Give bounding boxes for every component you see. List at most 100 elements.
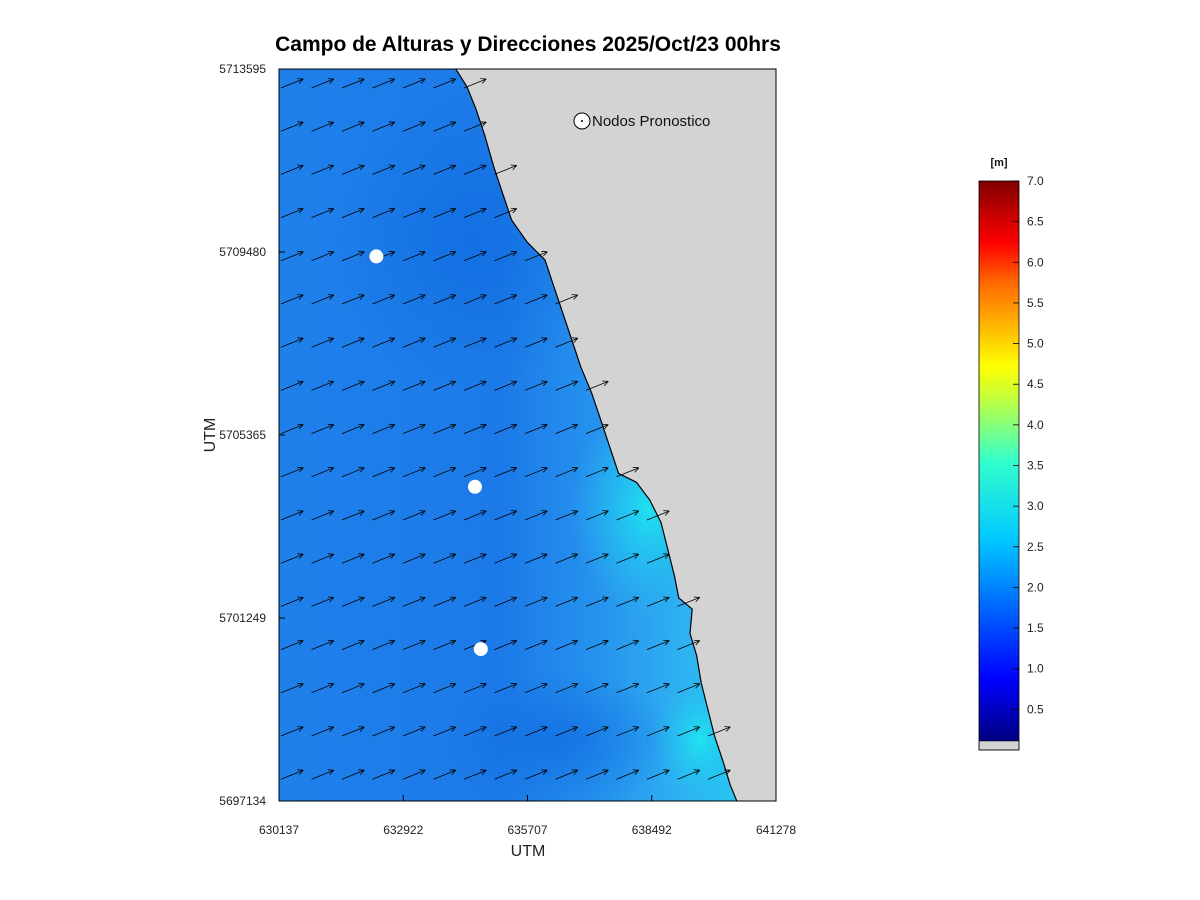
colorbar-land-swatch bbox=[978, 740, 1020, 751]
direction-arrow bbox=[372, 510, 396, 521]
direction-arrow bbox=[402, 467, 426, 478]
direction-arrow bbox=[556, 813, 578, 822]
direction-arrow bbox=[678, 813, 700, 822]
direction-arrow bbox=[341, 337, 365, 348]
direction-arrow bbox=[280, 769, 304, 780]
direction-arrow bbox=[494, 553, 518, 564]
direction-arrow bbox=[555, 294, 579, 305]
direction-arrow bbox=[555, 337, 579, 348]
direction-arrow bbox=[372, 726, 396, 737]
direction-arrow bbox=[341, 769, 365, 780]
direction-arrow bbox=[403, 813, 425, 822]
direction-arrow bbox=[402, 251, 426, 262]
direction-arrow bbox=[525, 813, 547, 822]
direction-arrow bbox=[616, 726, 640, 737]
direction-arrow bbox=[616, 769, 640, 780]
direction-arrow bbox=[433, 78, 457, 89]
direction-arrow bbox=[677, 726, 701, 737]
direction-arrow bbox=[585, 380, 609, 391]
colorbar-tick-label: 1.0 bbox=[1027, 662, 1044, 676]
direction-arrow bbox=[677, 769, 701, 780]
legend-label: Nodos Pronostico bbox=[592, 113, 710, 130]
direction-arrow bbox=[402, 337, 426, 348]
direction-arrow bbox=[311, 380, 335, 391]
x-tick-label: 632922 bbox=[383, 823, 423, 837]
direction-arrow bbox=[524, 510, 548, 521]
direction-arrow bbox=[311, 467, 335, 478]
direction-arrow bbox=[585, 726, 609, 737]
direction-arrow bbox=[524, 337, 548, 348]
direction-arrow bbox=[494, 726, 518, 737]
direction-arrow bbox=[341, 639, 365, 650]
direction-arrow bbox=[463, 769, 487, 780]
direction-arrow bbox=[524, 726, 548, 737]
direction-arrow bbox=[647, 813, 669, 822]
direction-arrow bbox=[280, 207, 304, 218]
direction-arrow bbox=[524, 380, 548, 391]
direction-arrow bbox=[463, 294, 487, 305]
direction-arrow bbox=[341, 164, 365, 175]
direction-arrow bbox=[463, 78, 487, 89]
direction-arrow bbox=[402, 78, 426, 89]
direction-arrow bbox=[677, 683, 701, 694]
direction-arrow bbox=[372, 207, 396, 218]
direction-arrow bbox=[341, 251, 365, 262]
direction-arrow bbox=[372, 639, 396, 650]
direction-arrow bbox=[524, 596, 548, 607]
direction-arrow bbox=[707, 769, 731, 780]
y-tick-label: 5697134 bbox=[219, 794, 266, 808]
direction-arrow bbox=[463, 337, 487, 348]
direction-arrow bbox=[677, 639, 701, 650]
direction-arrow bbox=[311, 769, 335, 780]
direction-arrow bbox=[280, 683, 304, 694]
colorbar-tick-label: 2.0 bbox=[1027, 580, 1044, 594]
direction-arrow bbox=[372, 164, 396, 175]
direction-arrow bbox=[616, 467, 640, 478]
x-axis-title: UTM bbox=[511, 843, 546, 860]
direction-arrow bbox=[280, 726, 304, 737]
direction-arrow bbox=[616, 553, 640, 564]
colorbar-tick-label: 6.5 bbox=[1027, 215, 1044, 229]
direction-arrow bbox=[281, 813, 303, 822]
direction-arrow bbox=[585, 423, 609, 434]
direction-arrow bbox=[646, 769, 670, 780]
direction-arrow bbox=[341, 423, 365, 434]
forecast-node bbox=[369, 249, 384, 264]
direction-arrow bbox=[524, 553, 548, 564]
direction-arrow bbox=[402, 207, 426, 218]
colorbar: [m] 0.5 1.0 1.5 2.0 2.5 3.0 3.5 4.0 4.5 5.0 5.5 6.0… bbox=[978, 157, 1044, 751]
direction-arrow bbox=[311, 251, 335, 262]
direction-arrow bbox=[402, 726, 426, 737]
direction-arrow bbox=[311, 337, 335, 348]
direction-arrow bbox=[585, 467, 609, 478]
direction-arrow bbox=[555, 467, 579, 478]
direction-arrow bbox=[463, 726, 487, 737]
direction-arrow bbox=[646, 553, 670, 564]
direction-arrow bbox=[433, 207, 457, 218]
direction-arrow bbox=[372, 596, 396, 607]
direction-arrow bbox=[555, 639, 579, 650]
direction-arrow bbox=[494, 467, 518, 478]
direction-arrow bbox=[646, 639, 670, 650]
colorbar-tick-label: 7.0 bbox=[1027, 174, 1044, 188]
direction-arrow bbox=[280, 294, 304, 305]
y-axis: 5697134 5701249 5705365 5709480 5713595 bbox=[219, 62, 285, 808]
direction-arrow bbox=[433, 121, 457, 132]
x-tick-label: 630137 bbox=[259, 823, 299, 837]
direction-arrow bbox=[585, 769, 609, 780]
direction-arrow bbox=[341, 683, 365, 694]
direction-arrow bbox=[585, 553, 609, 564]
direction-arrow bbox=[280, 121, 304, 132]
direction-arrow bbox=[617, 813, 639, 822]
direction-arrow bbox=[524, 294, 548, 305]
direction-arrow bbox=[280, 251, 304, 262]
direction-arrow bbox=[555, 683, 579, 694]
direction-arrow bbox=[341, 207, 365, 218]
direction-arrow bbox=[402, 164, 426, 175]
direction-arrow bbox=[372, 467, 396, 478]
direction-arrow bbox=[402, 683, 426, 694]
colorbar-tick-label: 4.0 bbox=[1027, 418, 1044, 432]
forecast-nodes bbox=[369, 249, 488, 657]
direction-arrow bbox=[402, 380, 426, 391]
